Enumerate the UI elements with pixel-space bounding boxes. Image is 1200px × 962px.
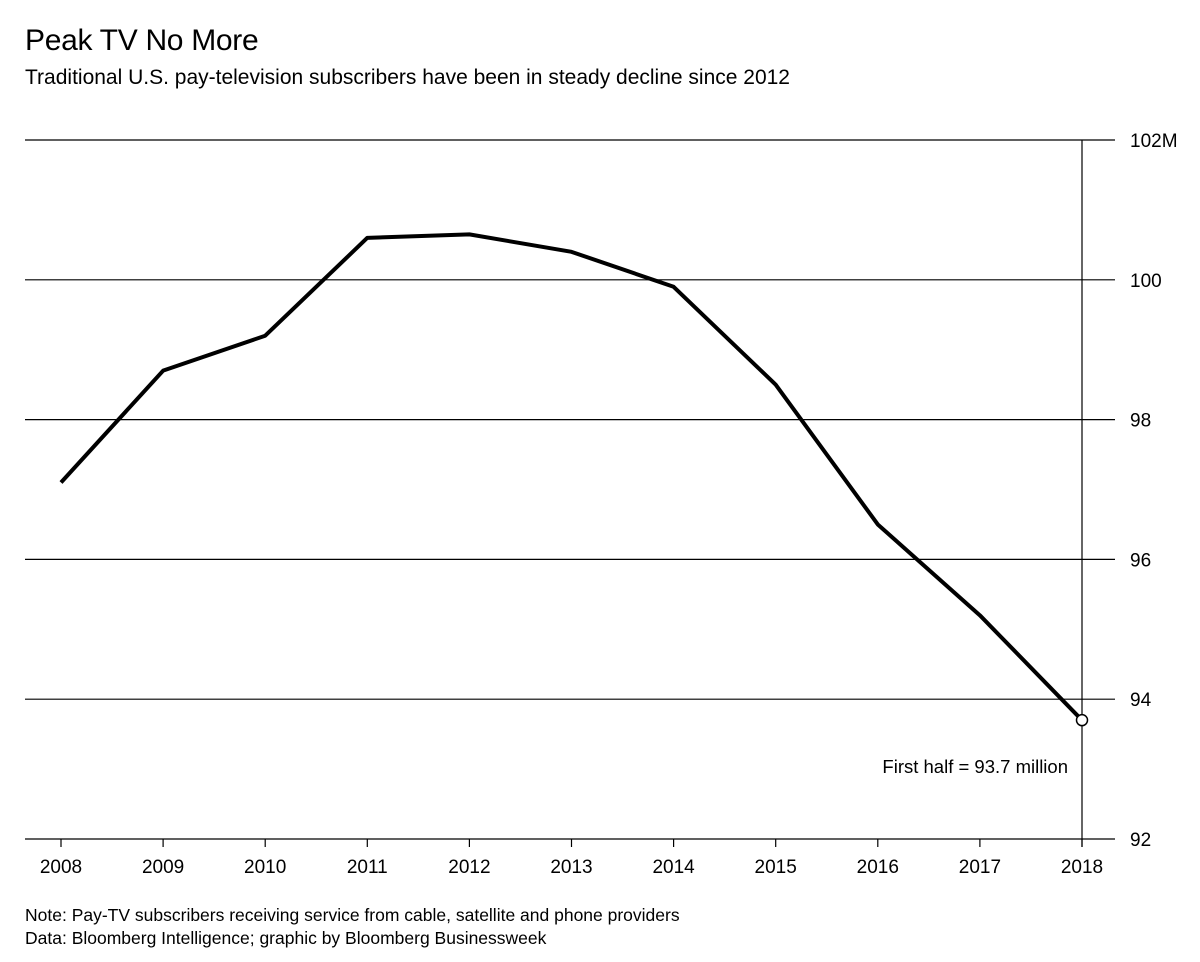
footnote: Note: Pay-TV subscribers receiving servi…: [25, 905, 680, 925]
chart-subtitle: Traditional U.S. pay-television subscrib…: [25, 66, 790, 89]
x-tick-label: 2018: [1061, 857, 1103, 878]
source-credit: Data: Bloomberg Intelligence; graphic by…: [25, 928, 547, 948]
x-tick-label: 2014: [652, 857, 695, 878]
y-tick-label: 102M: [1130, 131, 1178, 152]
chart-title: Peak TV No More: [25, 24, 259, 57]
endpoint-annotation: First half = 93.7 million: [882, 756, 1068, 777]
endpoint-marker: [1075, 713, 1089, 727]
y-tick-label: 96: [1130, 550, 1151, 571]
x-tick-label: 2017: [959, 857, 1001, 878]
tick-labels: 92 94 96 98 100 102M 2008 2009 2010 2011 2012 2013 2…: [40, 131, 1178, 878]
x-tick-label: 2009: [142, 857, 184, 878]
series: [59, 232, 1084, 722]
x-tick-label: 2013: [550, 857, 592, 878]
annotations: First half = 93.7 million: [882, 713, 1089, 777]
series-line: [59, 232, 1084, 722]
y-tick-label: 100: [1130, 271, 1162, 292]
x-tick-label: 2010: [244, 857, 286, 878]
y-tick-label: 94: [1130, 690, 1152, 711]
y-tick-label: 92: [1130, 830, 1151, 851]
y-tick-label: 98: [1130, 411, 1151, 432]
axes: [60, 140, 1083, 847]
x-tick-label: 2015: [755, 857, 797, 878]
gridlines: [25, 139, 1115, 840]
x-tick-label: 2012: [448, 857, 490, 878]
x-tick-label: 2008: [40, 857, 82, 878]
x-tick-label: 2016: [857, 857, 899, 878]
x-tick-label: 2011: [347, 857, 388, 878]
